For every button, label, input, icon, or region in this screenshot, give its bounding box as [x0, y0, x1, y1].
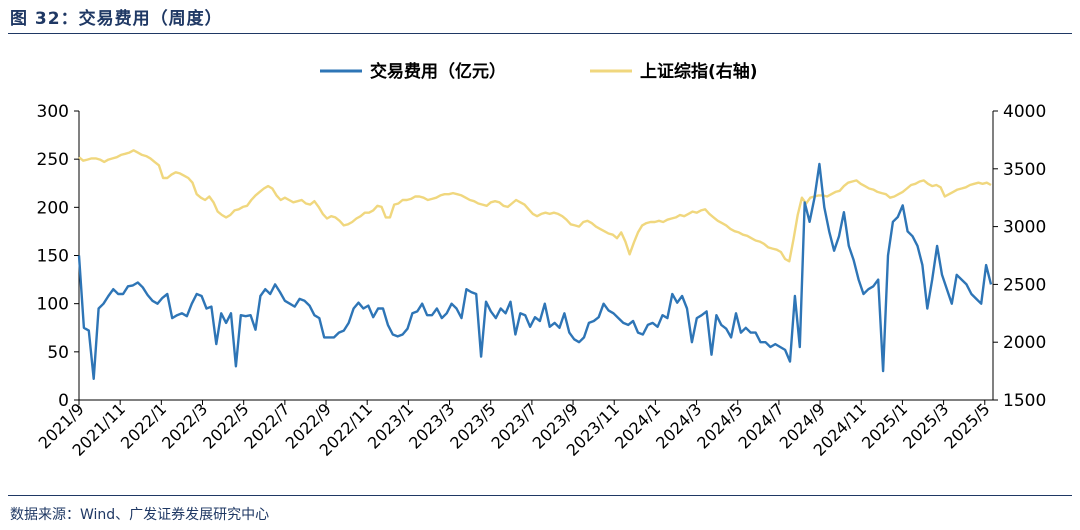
series-line-index — [78, 149, 992, 263]
left-tick-label: 0 — [58, 391, 69, 411]
legend-label-fee: 交易费用（亿元） — [370, 61, 506, 82]
left-tick-label: 300 — [37, 102, 69, 122]
left-tick-label: 200 — [37, 198, 69, 218]
series-line-fee — [77, 162, 993, 380]
x-tick-label: 2025/5 — [940, 399, 993, 452]
header-divider — [8, 33, 1072, 34]
line-chart: 交易费用（亿元） 上证综指(右轴) 0 50 100 150 200 250 300 1500… — [35, 61, 1047, 460]
right-tick-label: 3500 — [1003, 160, 1046, 180]
figure-title: 图 32：交易费用（周度） — [10, 9, 223, 29]
legend-label-index: 上证综指(右轴) — [640, 61, 758, 82]
right-tick-label: 2500 — [1003, 275, 1046, 295]
footer-divider — [8, 495, 1072, 496]
left-tick-label: 250 — [37, 150, 69, 170]
left-tick-label: 150 — [37, 247, 69, 267]
plot-area — [77, 149, 993, 380]
right-tick-label: 1500 — [1003, 391, 1046, 411]
right-tick-label: 4000 — [1003, 102, 1046, 122]
axes: 0 50 100 150 200 250 300 1500 2000 2500 3000 3500 40… — [35, 102, 1047, 460]
right-tick-label: 3000 — [1003, 218, 1046, 238]
legend: 交易费用（亿元） 上证综指(右轴) — [320, 61, 758, 82]
left-tick-label: 100 — [37, 295, 69, 315]
right-tick-label: 2000 — [1003, 333, 1046, 353]
data-source: 数据来源：Wind、广发证券发展研究中心 — [10, 507, 270, 523]
left-tick-label: 50 — [47, 343, 69, 363]
